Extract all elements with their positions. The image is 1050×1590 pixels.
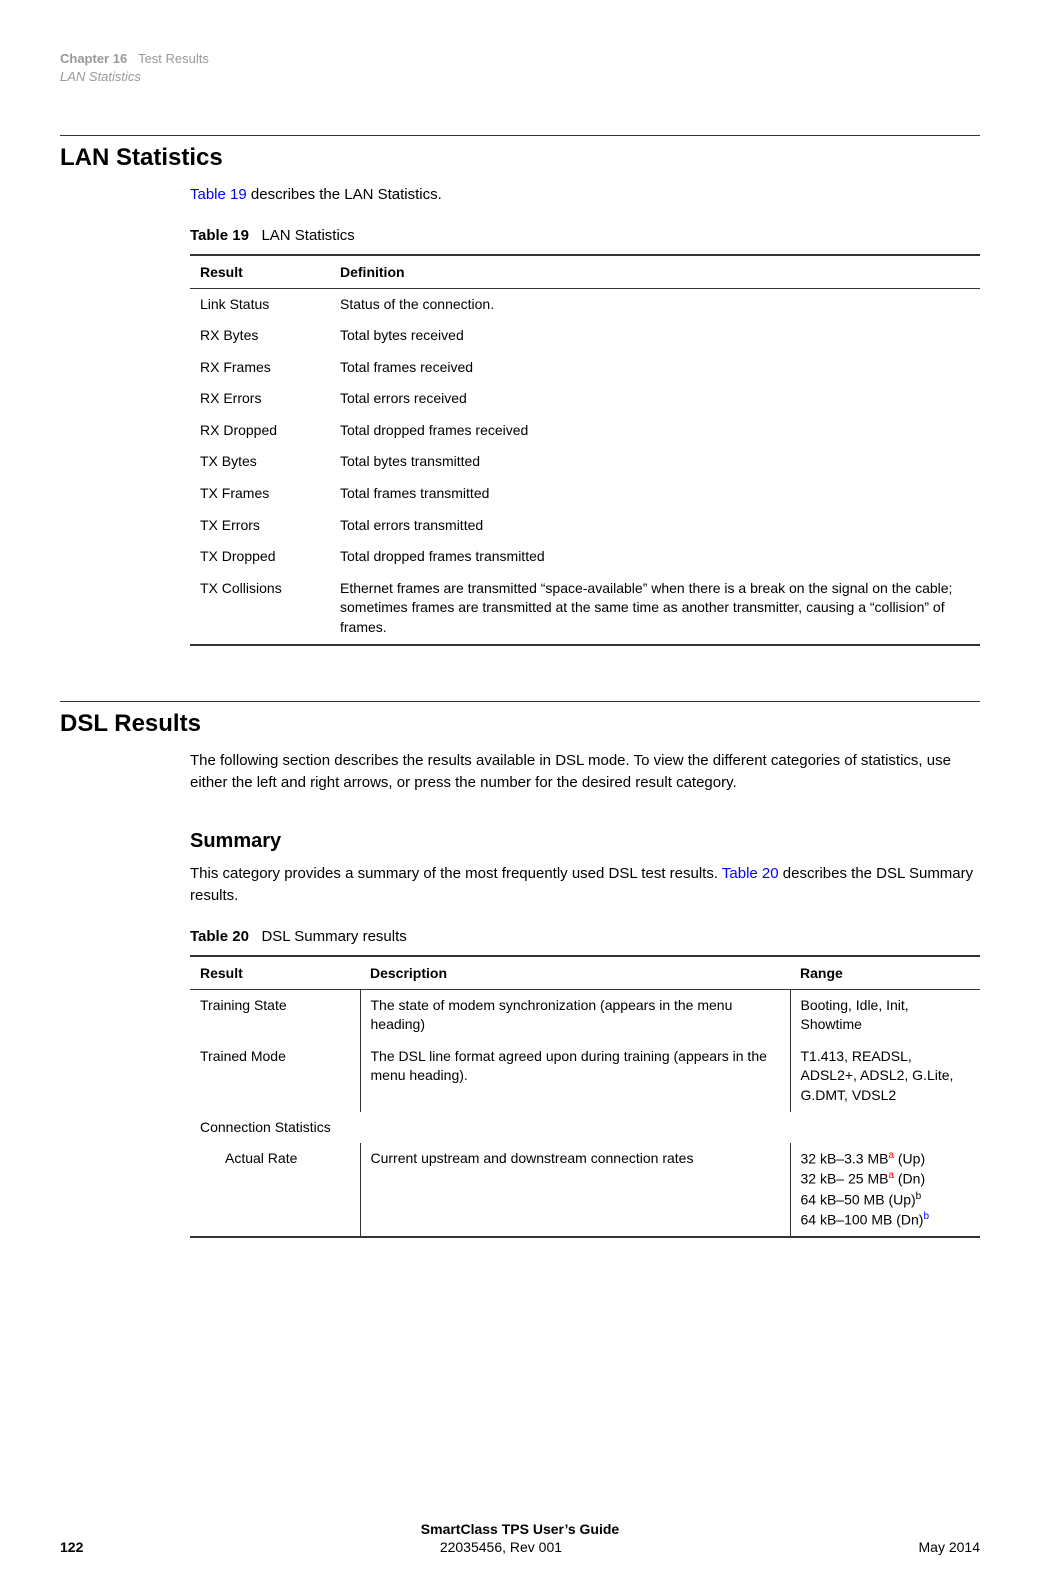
summary-intro: This category provides a summary of the … [60,863,980,908]
result-cell: RX Frames [190,352,330,384]
definition-cell: Total errors transmitted [330,510,980,542]
running-header: Chapter 16 Test Results LAN Statistics [60,50,209,86]
summary-intro-pre: This category provides a summary of the … [190,865,722,882]
table-19-caption-bold: Table 19 [190,227,249,244]
page-number: 122 [60,1539,83,1555]
definition-cell: Total errors received [330,383,980,415]
lan-statistics-heading: LAN Statistics [60,135,980,172]
table-20-caption: Table 20 DSL Summary results [60,928,980,945]
table-row: Training State The state of modem synchr… [190,989,980,1041]
table-19-caption: Table 19 LAN Statistics [60,227,980,244]
result-cell: RX Errors [190,383,330,415]
description-cell: The DSL line format agreed upon during t… [360,1041,790,1112]
definition-cell: Total bytes received [330,320,980,352]
table-header-row: Result Definition [190,255,980,289]
col-range-header: Range [790,956,980,990]
definition-cell: Ethernet frames are transmitted “space-a… [330,573,980,645]
table-row: RX DroppedTotal dropped frames received [190,415,980,447]
table-row: Trained Mode The DSL line format agreed … [190,1041,980,1112]
definition-cell: Total frames received [330,352,980,384]
range-cell: T1.413, READSL, ADSL2+, ADSL2, G.Lite, G… [790,1041,980,1112]
table-row: RX BytesTotal bytes received [190,320,980,352]
table-row: Link StatusStatus of the connection. [190,288,980,320]
table-row: Connection Statistics [190,1112,980,1144]
dsl-intro: The following section describes the resu… [60,750,980,795]
result-cell: TX Bytes [190,446,330,478]
table-20-link[interactable]: Table 20 [722,865,779,882]
footer-date: May 2014 [919,1539,980,1555]
lan-intro: Table 19 describes the LAN Statistics. [60,184,980,207]
header-subtitle: LAN Statistics [60,68,209,86]
table-row: TX ErrorsTotal errors transmitted [190,510,980,542]
table-row: TX FramesTotal frames transmitted [190,478,980,510]
result-cell: Actual Rate [190,1143,360,1237]
summary-heading: Summary [60,830,980,853]
result-cell: TX Dropped [190,541,330,573]
table-row: TX CollisionsEthernet frames are transmi… [190,573,980,645]
table-20-caption-bold: Table 20 [190,928,249,945]
table-row: TX DroppedTotal dropped frames transmitt… [190,541,980,573]
definition-cell: Total frames transmitted [330,478,980,510]
result-cell: Trained Mode [190,1041,360,1112]
footer-title: SmartClass TPS User’s Guide [421,1521,619,1537]
table-20-caption-text: DSL Summary results [261,928,406,945]
page-footer: SmartClass TPS User’s Guide 122 22035456… [60,1521,980,1555]
table-row: RX ErrorsTotal errors received [190,383,980,415]
table-19: Result Definition Link StatusStatus of t… [190,254,980,646]
table-row: RX FramesTotal frames received [190,352,980,384]
definition-cell: Total dropped frames received [330,415,980,447]
table-row: TX BytesTotal bytes transmitted [190,446,980,478]
chapter-number: Chapter 16 [60,51,127,66]
definition-cell: Total dropped frames transmitted [330,541,980,573]
table-19-link[interactable]: Table 19 [190,186,247,203]
col-description-header: Description [360,956,790,990]
doc-id: 22035456, Rev 001 [440,1539,562,1555]
table-header-row: Result Description Range [190,956,980,990]
table-row: Actual Rate Current upstream and downstr… [190,1143,980,1237]
range-cell: Booting, Idle, Init, Showtime [790,989,980,1041]
result-cell: RX Dropped [190,415,330,447]
lan-intro-text: describes the LAN Statistics. [247,186,442,203]
definition-cell: Total bytes transmitted [330,446,980,478]
result-cell: Link Status [190,288,330,320]
result-cell: Training State [190,989,360,1041]
dsl-results-heading: DSL Results [60,701,980,738]
definition-cell: Status of the connection. [330,288,980,320]
result-cell: TX Frames [190,478,330,510]
chapter-title [131,51,138,66]
col-definition-header: Definition [330,255,980,289]
col-result-header: Result [190,255,330,289]
footnote-b: b [916,1191,922,1202]
description-cell: The state of modem synchronization (appe… [360,989,790,1041]
range-cell: 32 kB–3.3 MBa (Up) 32 kB– 25 MBa (Dn) 64… [790,1143,980,1237]
result-cell: TX Errors [190,510,330,542]
table-20: Result Description Range Training State … [190,955,980,1239]
result-cell: Connection Statistics [190,1112,980,1144]
result-cell: TX Collisions [190,573,330,645]
result-cell: RX Bytes [190,320,330,352]
description-cell: Current upstream and downstream connecti… [360,1143,790,1237]
footnote-b: b [923,1211,929,1222]
col-result-header: Result [190,956,360,990]
table-19-caption-text: LAN Statistics [261,227,354,244]
